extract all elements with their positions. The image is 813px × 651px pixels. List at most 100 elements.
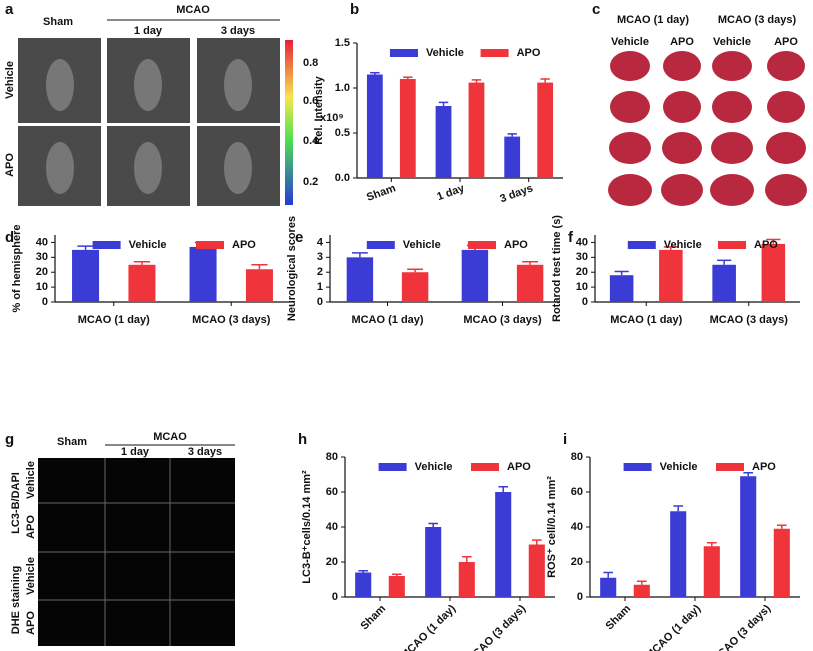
column-label: 3 days [221, 25, 255, 37]
y-tick-label: 20 [576, 266, 588, 278]
column-label: Sham [43, 16, 73, 28]
bar [355, 572, 372, 597]
x-tick-label: Sham [365, 182, 397, 204]
legend-label: Vehicle [415, 461, 453, 473]
y-axis-label: Rel. Intensity [313, 75, 325, 144]
panel-c: c MCAO (1 day) MCAO (3 days) Vehicle APO… [592, 1, 807, 206]
group-header: MCAO [176, 4, 210, 16]
bar [528, 544, 545, 597]
y-tick-label: 20 [36, 266, 48, 278]
legend-swatch [480, 49, 509, 57]
y-tick-label: 60 [326, 486, 338, 498]
bar [366, 74, 383, 178]
x-tick-label: MCAO (3 days) [464, 602, 528, 651]
column-label: APO [670, 36, 694, 48]
y-tick-label: 20 [571, 556, 583, 568]
y-axis-label: ROS⁺ cell/0.14 mm² [546, 476, 558, 578]
grid-dividers [38, 458, 235, 646]
column-label: Vehicle [713, 36, 751, 48]
legend-label: APO [517, 47, 541, 59]
x-tick-label: MCAO (1 day) [399, 602, 459, 651]
y-tick-label: 0 [317, 296, 323, 308]
column-label: 3 days [188, 446, 222, 458]
legend-swatch [468, 241, 496, 249]
x-tick-label: MCAO (1 day) [78, 314, 150, 326]
legend-label: APO [754, 239, 778, 251]
x-tick-label: 1 day [435, 182, 466, 203]
row-label: APO [4, 153, 16, 177]
y-axis-label: LC3-B⁺cells/0.14 mm² [301, 470, 313, 584]
x-tick-label: Sham [358, 603, 388, 633]
x-tick-label: MCAO (3 days) [709, 602, 773, 651]
bar [399, 79, 416, 178]
bar [659, 249, 683, 302]
bar [461, 249, 489, 302]
bar [516, 264, 544, 302]
bar [189, 246, 217, 302]
column-label: Sham [57, 436, 87, 448]
row-label: APO [25, 611, 37, 635]
legend-label: APO [752, 461, 776, 473]
bar [72, 249, 100, 302]
legend-label: Vehicle [660, 461, 698, 473]
y-tick-label: 40 [326, 521, 338, 533]
x-tick-label: 3 days [498, 182, 534, 205]
bar [600, 577, 617, 597]
y-tick-label: 10 [36, 281, 48, 293]
legend-swatch [378, 463, 407, 471]
panel-g: g Sham MCAO 1 day 3 days LC3-B/DAPI DHE … [5, 431, 235, 646]
panel-letter: g [5, 431, 14, 448]
row-label: Vehicle [25, 557, 37, 595]
panel-a: a Sham MCAO 1 day 3 days Vehicle APO 0.8… [4, 1, 344, 206]
legend-label: APO [504, 239, 528, 251]
panel-letter: h [298, 431, 307, 448]
bar [401, 272, 429, 302]
y-tick-label: 80 [571, 451, 583, 463]
colorbar-tick: 0.8 [303, 57, 318, 69]
bar [245, 269, 273, 302]
row-group-label: DHE staining [10, 566, 22, 634]
bar [504, 136, 521, 178]
y-tick-label: 40 [36, 236, 48, 248]
y-tick-label: 30 [576, 251, 588, 263]
y-tick-label: 40 [571, 521, 583, 533]
colorbar-tick: 0.4 [303, 135, 319, 147]
x-tick-label: MCAO (1 day) [644, 602, 704, 651]
panel-letter: f [568, 229, 574, 246]
bar [388, 576, 405, 597]
y-tick-label: 0.0 [335, 172, 350, 184]
y-tick-label: 20 [326, 556, 338, 568]
legend-swatch [471, 463, 499, 471]
bar [609, 275, 634, 302]
bar [425, 527, 442, 597]
x-tick-label: MCAO (1 day) [610, 314, 682, 326]
legend-label: APO [507, 461, 531, 473]
colorbar [285, 40, 293, 205]
y-tick-label: 0 [332, 591, 338, 603]
bar [670, 511, 687, 597]
bar [712, 264, 736, 302]
x-tick-label: MCAO (1 day) [351, 314, 423, 326]
legend-swatch [389, 49, 418, 57]
colorbar-tick: 0.2 [303, 176, 318, 188]
x-tick-label: MCAO (3 days) [192, 314, 271, 326]
y-tick-label: 4 [317, 236, 324, 248]
legend-swatch [716, 463, 744, 471]
bar [495, 492, 512, 597]
y-tick-label: 0.5 [335, 127, 350, 139]
row-label: APO [25, 515, 37, 539]
column-label: APO [774, 36, 798, 48]
panel-letter: c [592, 1, 600, 18]
y-tick-label: 3 [317, 251, 323, 263]
x-tick-label: MCAO (3 days) [710, 314, 789, 326]
bar [773, 528, 790, 597]
panel-letter: d [5, 229, 14, 246]
y-axis-label: % of hemisphere [11, 224, 23, 312]
column-label: Vehicle [611, 36, 649, 48]
column-label: 1 day [134, 25, 163, 37]
legend-swatch [623, 463, 652, 471]
group-header: MCAO (1 day) [617, 14, 689, 26]
x-tick-label: MCAO (3 days) [463, 314, 542, 326]
legend-swatch [627, 241, 656, 249]
